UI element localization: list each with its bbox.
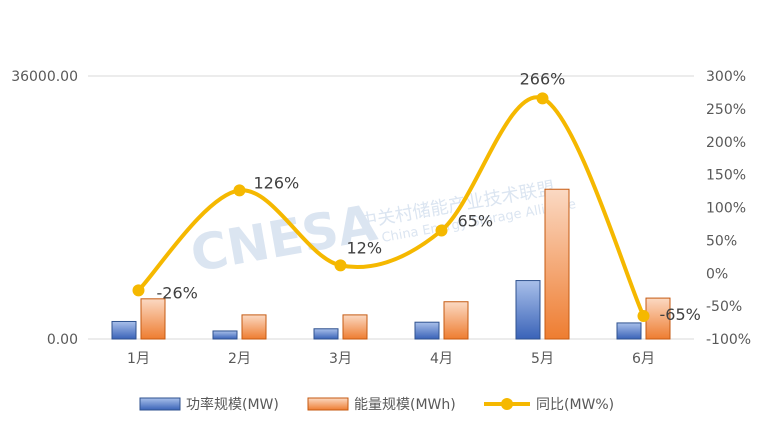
yoy-point <box>536 92 549 105</box>
right-tick-label: 150% <box>706 168 746 184</box>
yoy-data-label: 126% <box>254 173 300 192</box>
legend-item-power[interactable]: 功率规模(MW) <box>139 396 279 413</box>
right-tick-label: 0% <box>706 266 728 282</box>
legend-item-yoy[interactable]: 同比(MW%) <box>484 397 614 413</box>
right-tick-label: 100% <box>706 201 746 217</box>
right-axis: -100% -50% 0% 50% 100% 150% 200% 250% 300% <box>706 69 751 348</box>
bar-energy <box>140 298 166 340</box>
x-tick-label: 1月 <box>127 351 150 367</box>
right-tick-label: 50% <box>706 233 737 249</box>
line-series: -26% 126% 12% 65% 266% -65% <box>132 69 701 324</box>
right-tick-label: -100% <box>706 332 751 348</box>
yoy-data-label: 266% <box>520 69 566 88</box>
x-tick-label: 6月 <box>632 351 655 367</box>
bar-power <box>616 322 642 340</box>
left-tick-label: 36000.00 <box>11 69 78 85</box>
yoy-point <box>233 184 246 197</box>
yoy-point <box>334 259 347 272</box>
right-tick-label: 200% <box>706 135 746 151</box>
x-tick-label: 5月 <box>531 351 554 367</box>
bar-power <box>111 320 137 340</box>
watermark: CNESA 中关村储能产业技术联盟 China Energy Storage A… <box>186 178 577 284</box>
yoy-point <box>637 309 650 322</box>
bar-energy <box>645 297 671 340</box>
legend: 功率规模(MW) 能量规模(MWh) 同比(MW%) <box>139 396 614 413</box>
x-axis: 1月 2月 3月 4月 5月 6月 <box>127 351 655 367</box>
legend-swatch <box>307 397 349 411</box>
legend-label: 能量规模(MWh) <box>354 397 456 413</box>
yoy-data-label: -26% <box>157 283 198 302</box>
bar-energy <box>443 301 469 340</box>
bar-power <box>515 280 541 340</box>
x-tick-label: 3月 <box>329 351 352 367</box>
left-tick-label: 0.00 <box>47 332 78 348</box>
yoy-point <box>435 224 448 237</box>
x-tick-label: 2月 <box>228 351 251 367</box>
bar-power <box>313 328 339 340</box>
bar-power <box>414 321 440 340</box>
legend-item-energy[interactable]: 能量规模(MWh) <box>307 397 456 413</box>
bar-energy <box>544 188 570 340</box>
bars <box>111 188 671 340</box>
right-tick-label: 250% <box>706 102 746 118</box>
right-tick-label: -50% <box>706 299 742 315</box>
legend-label: 同比(MW%) <box>536 397 614 413</box>
bar-energy <box>342 314 368 340</box>
legend-label: 功率规模(MW) <box>186 396 279 413</box>
yoy-line <box>136 95 646 318</box>
right-tick-label: 300% <box>706 69 746 85</box>
yoy-data-label: -65% <box>660 305 701 324</box>
yoy-data-label: 12% <box>347 238 383 257</box>
legend-swatch <box>139 397 181 411</box>
yoy-data-label: 65% <box>458 212 494 231</box>
bar-power <box>212 330 238 340</box>
bar-energy <box>241 314 267 340</box>
x-tick-label: 4月 <box>430 351 453 367</box>
legend-marker <box>501 398 513 410</box>
yoy-point <box>132 284 145 297</box>
